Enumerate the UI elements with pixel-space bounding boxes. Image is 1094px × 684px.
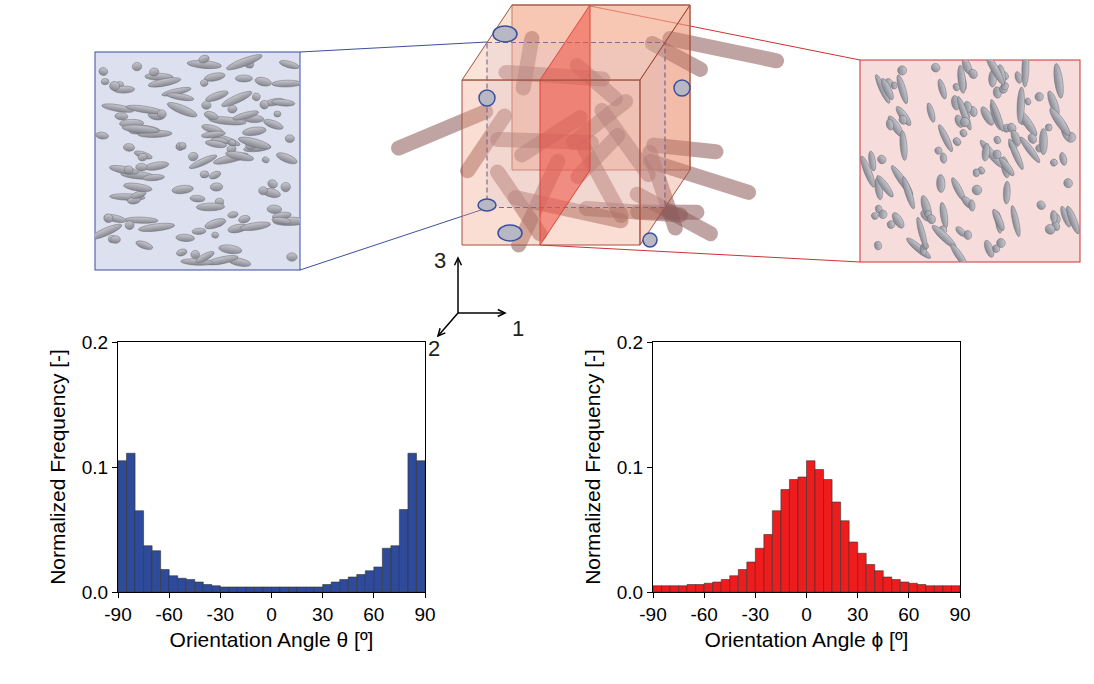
svg-text:0.1: 0.1 (82, 457, 108, 478)
svg-text:Orientation Angle ϕ [º]: Orientation Angle ϕ [º] (705, 628, 909, 651)
svg-text:Orientation Angle θ [º]: Orientation Angle θ [º] (170, 628, 374, 651)
svg-text:30: 30 (847, 604, 868, 625)
svg-text:0.0: 0.0 (617, 582, 643, 603)
svg-text:Normalized Frequency [-]: Normalized Frequency [-] (581, 349, 604, 585)
svg-text:60: 60 (898, 604, 919, 625)
svg-text:2: 2 (428, 336, 440, 361)
svg-text:1: 1 (512, 316, 524, 341)
svg-text:90: 90 (949, 604, 970, 625)
svg-text:60: 60 (363, 604, 384, 625)
svg-text:-60: -60 (690, 604, 717, 625)
svg-text:3: 3 (434, 248, 446, 273)
svg-text:30: 30 (312, 604, 333, 625)
svg-text:0.2: 0.2 (617, 332, 643, 353)
svg-text:-90: -90 (104, 604, 131, 625)
svg-text:0.0: 0.0 (82, 582, 108, 603)
svg-text:90: 90 (414, 604, 435, 625)
svg-text:-90: -90 (639, 604, 666, 625)
svg-text:0.2: 0.2 (82, 332, 108, 353)
svg-text:0.1: 0.1 (617, 457, 643, 478)
svg-text:0: 0 (801, 604, 812, 625)
svg-text:-30: -30 (207, 604, 234, 625)
svg-text:-30: -30 (742, 604, 769, 625)
svg-text:Normalized Frequency [-]: Normalized Frequency [-] (46, 349, 69, 585)
svg-text:-60: -60 (155, 604, 182, 625)
svg-text:0: 0 (266, 604, 277, 625)
